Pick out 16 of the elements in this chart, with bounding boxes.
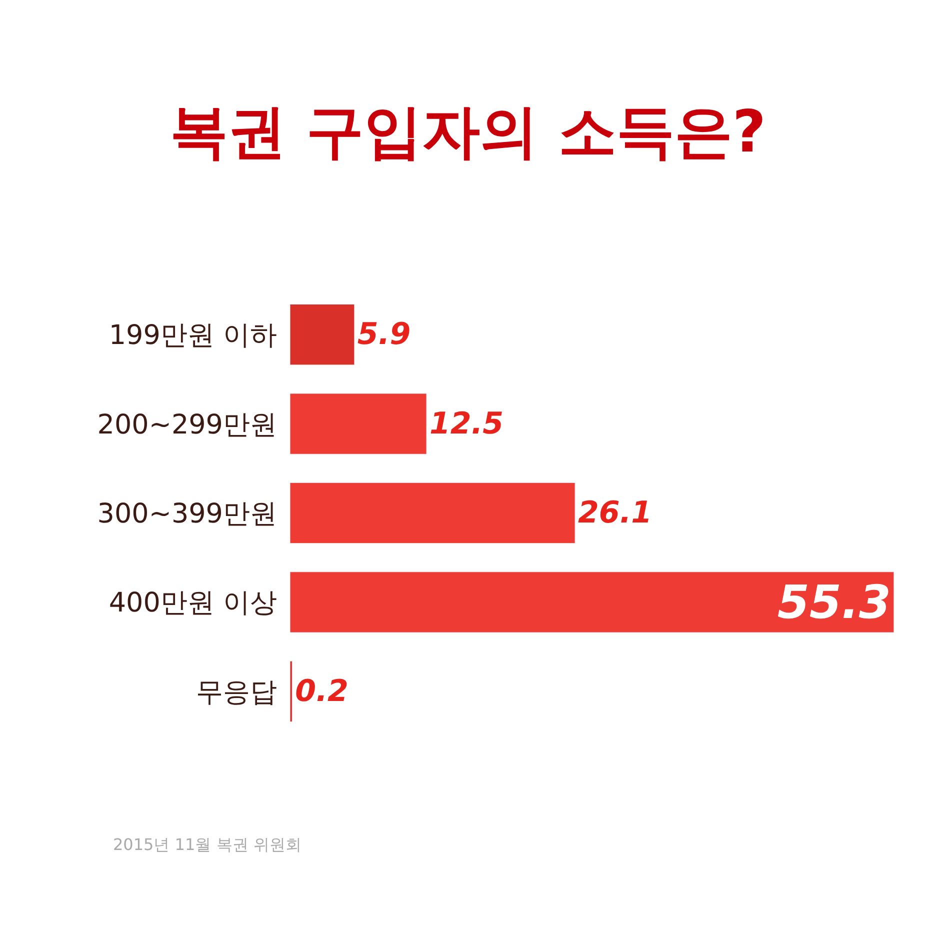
data-label: 26.1	[578, 496, 652, 530]
y-tick-label: 300~399만원	[97, 498, 277, 530]
data-label: 0.2	[295, 674, 348, 709]
chart-title: 복권 구입자의 소득은?	[170, 97, 766, 166]
y-tick-label: 200~299만원	[97, 409, 277, 440]
text: 2015년 11월 복권 위원회	[113, 835, 302, 854]
y-tick-label: 199만원 이하	[108, 320, 277, 352]
bar	[290, 482, 576, 544]
y-tick-label: 400만원 이상	[108, 588, 277, 619]
y-tick-label: 무응답	[196, 676, 277, 708]
data-label: 12.5	[430, 406, 504, 442]
data-label: 55.3	[777, 575, 891, 630]
data-label: 5.9	[357, 317, 411, 352]
bar	[290, 304, 355, 366]
bar	[290, 572, 894, 633]
bar	[290, 393, 427, 454]
